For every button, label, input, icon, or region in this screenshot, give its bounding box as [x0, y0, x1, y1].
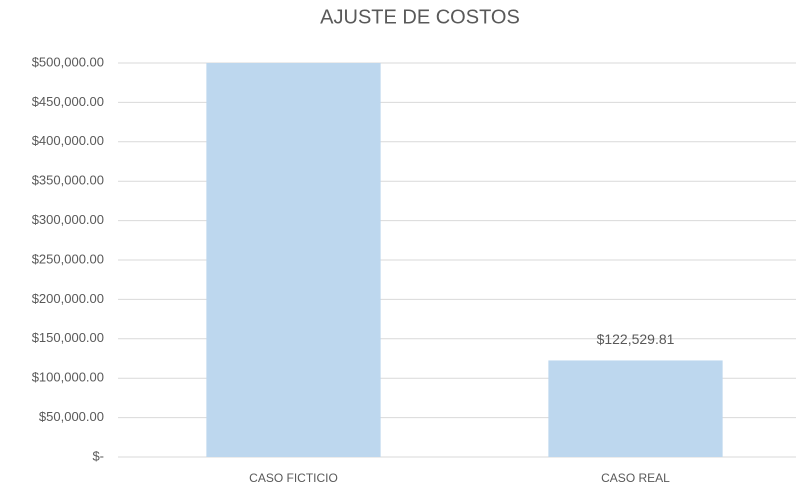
x-tick-label: CASO REAL [601, 471, 670, 485]
y-tick-label: $200,000.00 [32, 291, 104, 306]
data-label: $122,529.81 [597, 331, 675, 347]
y-tick-label: $250,000.00 [32, 251, 104, 266]
y-tick-label: $150,000.00 [32, 330, 104, 345]
bar [548, 360, 723, 457]
y-tick-label: $- [92, 448, 104, 463]
y-tick-label: $300,000.00 [32, 212, 104, 227]
x-tick-label: CASO FICTICIO [249, 471, 338, 485]
chart-title: AJUSTE DE COSTOS [320, 6, 520, 28]
y-tick-label: $450,000.00 [32, 94, 104, 109]
y-tick-label: $500,000.00 [32, 54, 104, 69]
y-tick-label: $100,000.00 [32, 370, 104, 385]
y-tick-label: $50,000.00 [39, 409, 104, 424]
bar [206, 63, 381, 457]
y-tick-label: $400,000.00 [32, 133, 104, 148]
y-tick-label: $350,000.00 [32, 173, 104, 188]
